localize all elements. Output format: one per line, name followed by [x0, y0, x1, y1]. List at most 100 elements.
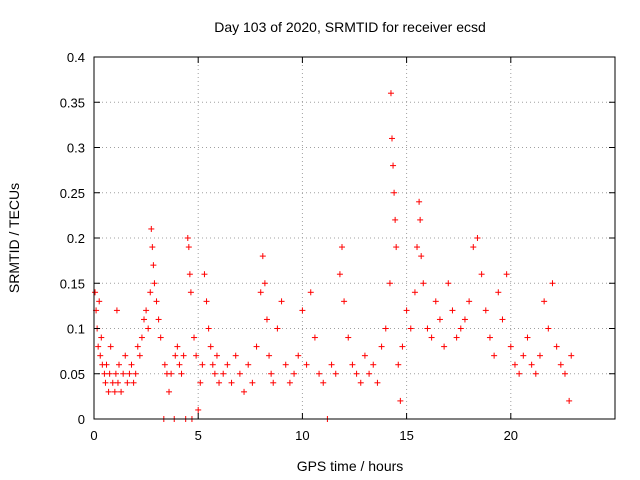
data-point — [503, 271, 510, 278]
data-point — [299, 307, 306, 314]
data-point — [378, 343, 385, 350]
data-point — [532, 370, 539, 377]
x-axis: 0 5 10 15 20 — [90, 57, 518, 443]
y-tick-label: 0.25 — [60, 186, 85, 201]
data-point — [128, 361, 135, 368]
data-point — [143, 307, 150, 314]
y-axis: 0 0.05 0.1 0.15 0.2 0.25 0.3 0.35 0.4 — [60, 50, 615, 427]
data-point — [393, 244, 400, 251]
data-point — [286, 379, 293, 386]
data-point — [374, 379, 381, 386]
data-point — [457, 325, 464, 332]
data-point — [320, 379, 327, 386]
x-tick-label: 0 — [90, 428, 97, 443]
data-point — [338, 244, 345, 251]
y-tick-label: 0.2 — [67, 231, 85, 246]
data-point — [566, 397, 573, 404]
data-point — [466, 298, 473, 305]
data-point — [568, 352, 575, 359]
data-point — [197, 379, 204, 386]
data-point — [186, 271, 193, 278]
data-point — [195, 406, 202, 413]
data-point — [557, 361, 564, 368]
data-point — [168, 370, 175, 377]
data-point — [134, 343, 141, 350]
data-point — [332, 370, 339, 377]
data-point — [370, 361, 377, 368]
data-points — [92, 90, 575, 422]
data-point — [392, 216, 399, 223]
data-point — [399, 343, 406, 350]
data-point — [92, 289, 99, 296]
data-point — [495, 289, 502, 296]
data-point — [436, 316, 443, 323]
data-point — [511, 361, 518, 368]
data-point — [270, 379, 277, 386]
data-point — [102, 379, 109, 386]
data-point — [95, 343, 102, 350]
data-point — [482, 307, 489, 314]
data-point — [524, 334, 531, 341]
data-point — [228, 379, 235, 386]
data-point — [441, 343, 448, 350]
data-point — [172, 352, 179, 359]
x-tick-label: 5 — [195, 428, 202, 443]
data-point — [486, 334, 493, 341]
x-tick-label: 15 — [399, 428, 413, 443]
data-point — [148, 225, 155, 232]
data-point — [278, 298, 285, 305]
data-point — [241, 388, 248, 395]
data-point — [307, 289, 314, 296]
data-point — [138, 334, 145, 341]
data-point — [232, 352, 239, 359]
data-point — [295, 352, 302, 359]
data-point — [382, 325, 389, 332]
data-point — [98, 334, 105, 341]
data-point — [420, 280, 427, 287]
data-point — [153, 298, 160, 305]
data-point — [499, 316, 506, 323]
data-point — [150, 262, 157, 269]
data-point — [201, 271, 208, 278]
data-point — [311, 334, 318, 341]
data-point — [268, 370, 275, 377]
data-point — [507, 343, 514, 350]
data-point — [122, 352, 129, 359]
data-point — [191, 334, 198, 341]
data-point — [112, 370, 119, 377]
data-point — [132, 370, 139, 377]
x-tick-label: 10 — [295, 428, 309, 443]
data-point — [249, 379, 256, 386]
data-point — [417, 216, 424, 223]
y-tick-label: 0.1 — [67, 322, 85, 337]
data-point — [116, 361, 123, 368]
data-point — [474, 235, 481, 241]
data-point — [199, 361, 206, 368]
data-point — [145, 325, 152, 332]
data-point — [97, 352, 104, 359]
data-point — [397, 397, 404, 404]
data-point — [403, 307, 410, 314]
chart-title: Day 103 of 2020, SRMTID for receiver ecs… — [214, 19, 486, 35]
data-point — [461, 316, 468, 323]
y-tick-label: 0.05 — [60, 367, 85, 382]
data-point — [520, 352, 527, 359]
data-point — [263, 316, 270, 323]
data-point — [205, 325, 212, 332]
data-point — [149, 244, 156, 251]
data-point — [166, 388, 173, 395]
data-point — [516, 370, 523, 377]
data-point — [120, 370, 127, 377]
data-point — [155, 316, 162, 323]
x-axis-label: GPS time / hours — [297, 458, 404, 474]
data-point — [470, 244, 477, 251]
data-point — [176, 361, 183, 368]
data-point — [274, 325, 281, 332]
y-tick-label: 0.3 — [67, 141, 85, 156]
data-point — [216, 379, 223, 386]
data-point — [209, 361, 216, 368]
data-point — [136, 352, 143, 359]
data-point — [161, 361, 168, 368]
data-point — [366, 370, 373, 377]
data-point — [389, 135, 396, 142]
